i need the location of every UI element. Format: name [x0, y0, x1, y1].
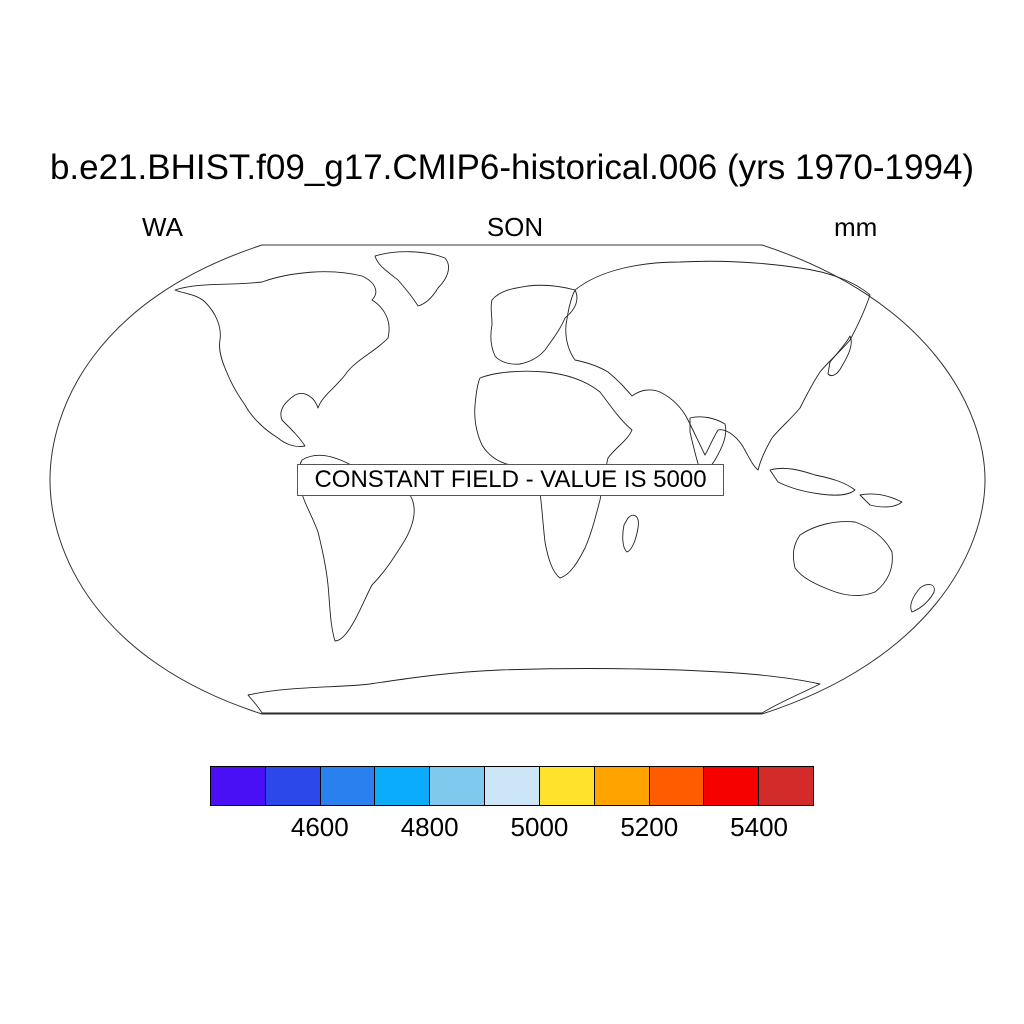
colorbar-box-2 — [320, 767, 376, 805]
coast-australia — [792, 521, 893, 597]
colorbar-box-3 — [375, 767, 431, 805]
colorbar-box-8 — [649, 767, 705, 805]
colorbar-labels: 4600 4800 5000 5200 5400 — [0, 812, 1024, 848]
coast-antarctica — [247, 668, 821, 714]
colorbar-box-6 — [539, 767, 595, 805]
colorbar-tick-label: 5200 — [620, 812, 679, 842]
colorbar-tick-label: 5400 — [730, 812, 788, 842]
coast-madagascar — [622, 514, 639, 553]
colorbar-box-0 — [211, 767, 266, 805]
season-label: SON — [486, 212, 544, 242]
coast-southeast-asia — [769, 467, 856, 496]
plot-title: b.e21.BHIST.f09_g17.CMIP6-historical.006… — [49, 148, 975, 187]
coast-asia — [565, 260, 871, 471]
coast-japan — [827, 335, 852, 377]
constant-field-message: CONSTANT FIELD - VALUE IS 5000 — [297, 464, 724, 496]
colorbar-box-5 — [485, 767, 540, 805]
coast-new-guinea — [859, 493, 903, 508]
colorbar-tick-label: 4600 — [290, 812, 349, 842]
coast-africa — [474, 370, 633, 579]
colorbar-box-9 — [704, 767, 760, 805]
colorbar-box-1 — [265, 767, 321, 805]
colorbar — [210, 766, 814, 806]
colorbar-tick-label: 4800 — [400, 812, 459, 842]
coast-north-america — [174, 271, 390, 447]
coast-indian-subcontinent — [689, 416, 727, 471]
units-label: mm — [834, 212, 878, 242]
coastlines — [174, 251, 935, 714]
colorbar-box-4 — [430, 767, 486, 805]
colorbar-tick-label: 5000 — [510, 812, 569, 842]
colorbar-box-10 — [759, 767, 813, 805]
coast-greenland — [374, 251, 449, 307]
coast-new-zealand — [910, 584, 935, 613]
coast-europe — [490, 284, 578, 365]
variable-label: WA — [142, 212, 183, 242]
colorbar-box-7 — [594, 767, 650, 805]
